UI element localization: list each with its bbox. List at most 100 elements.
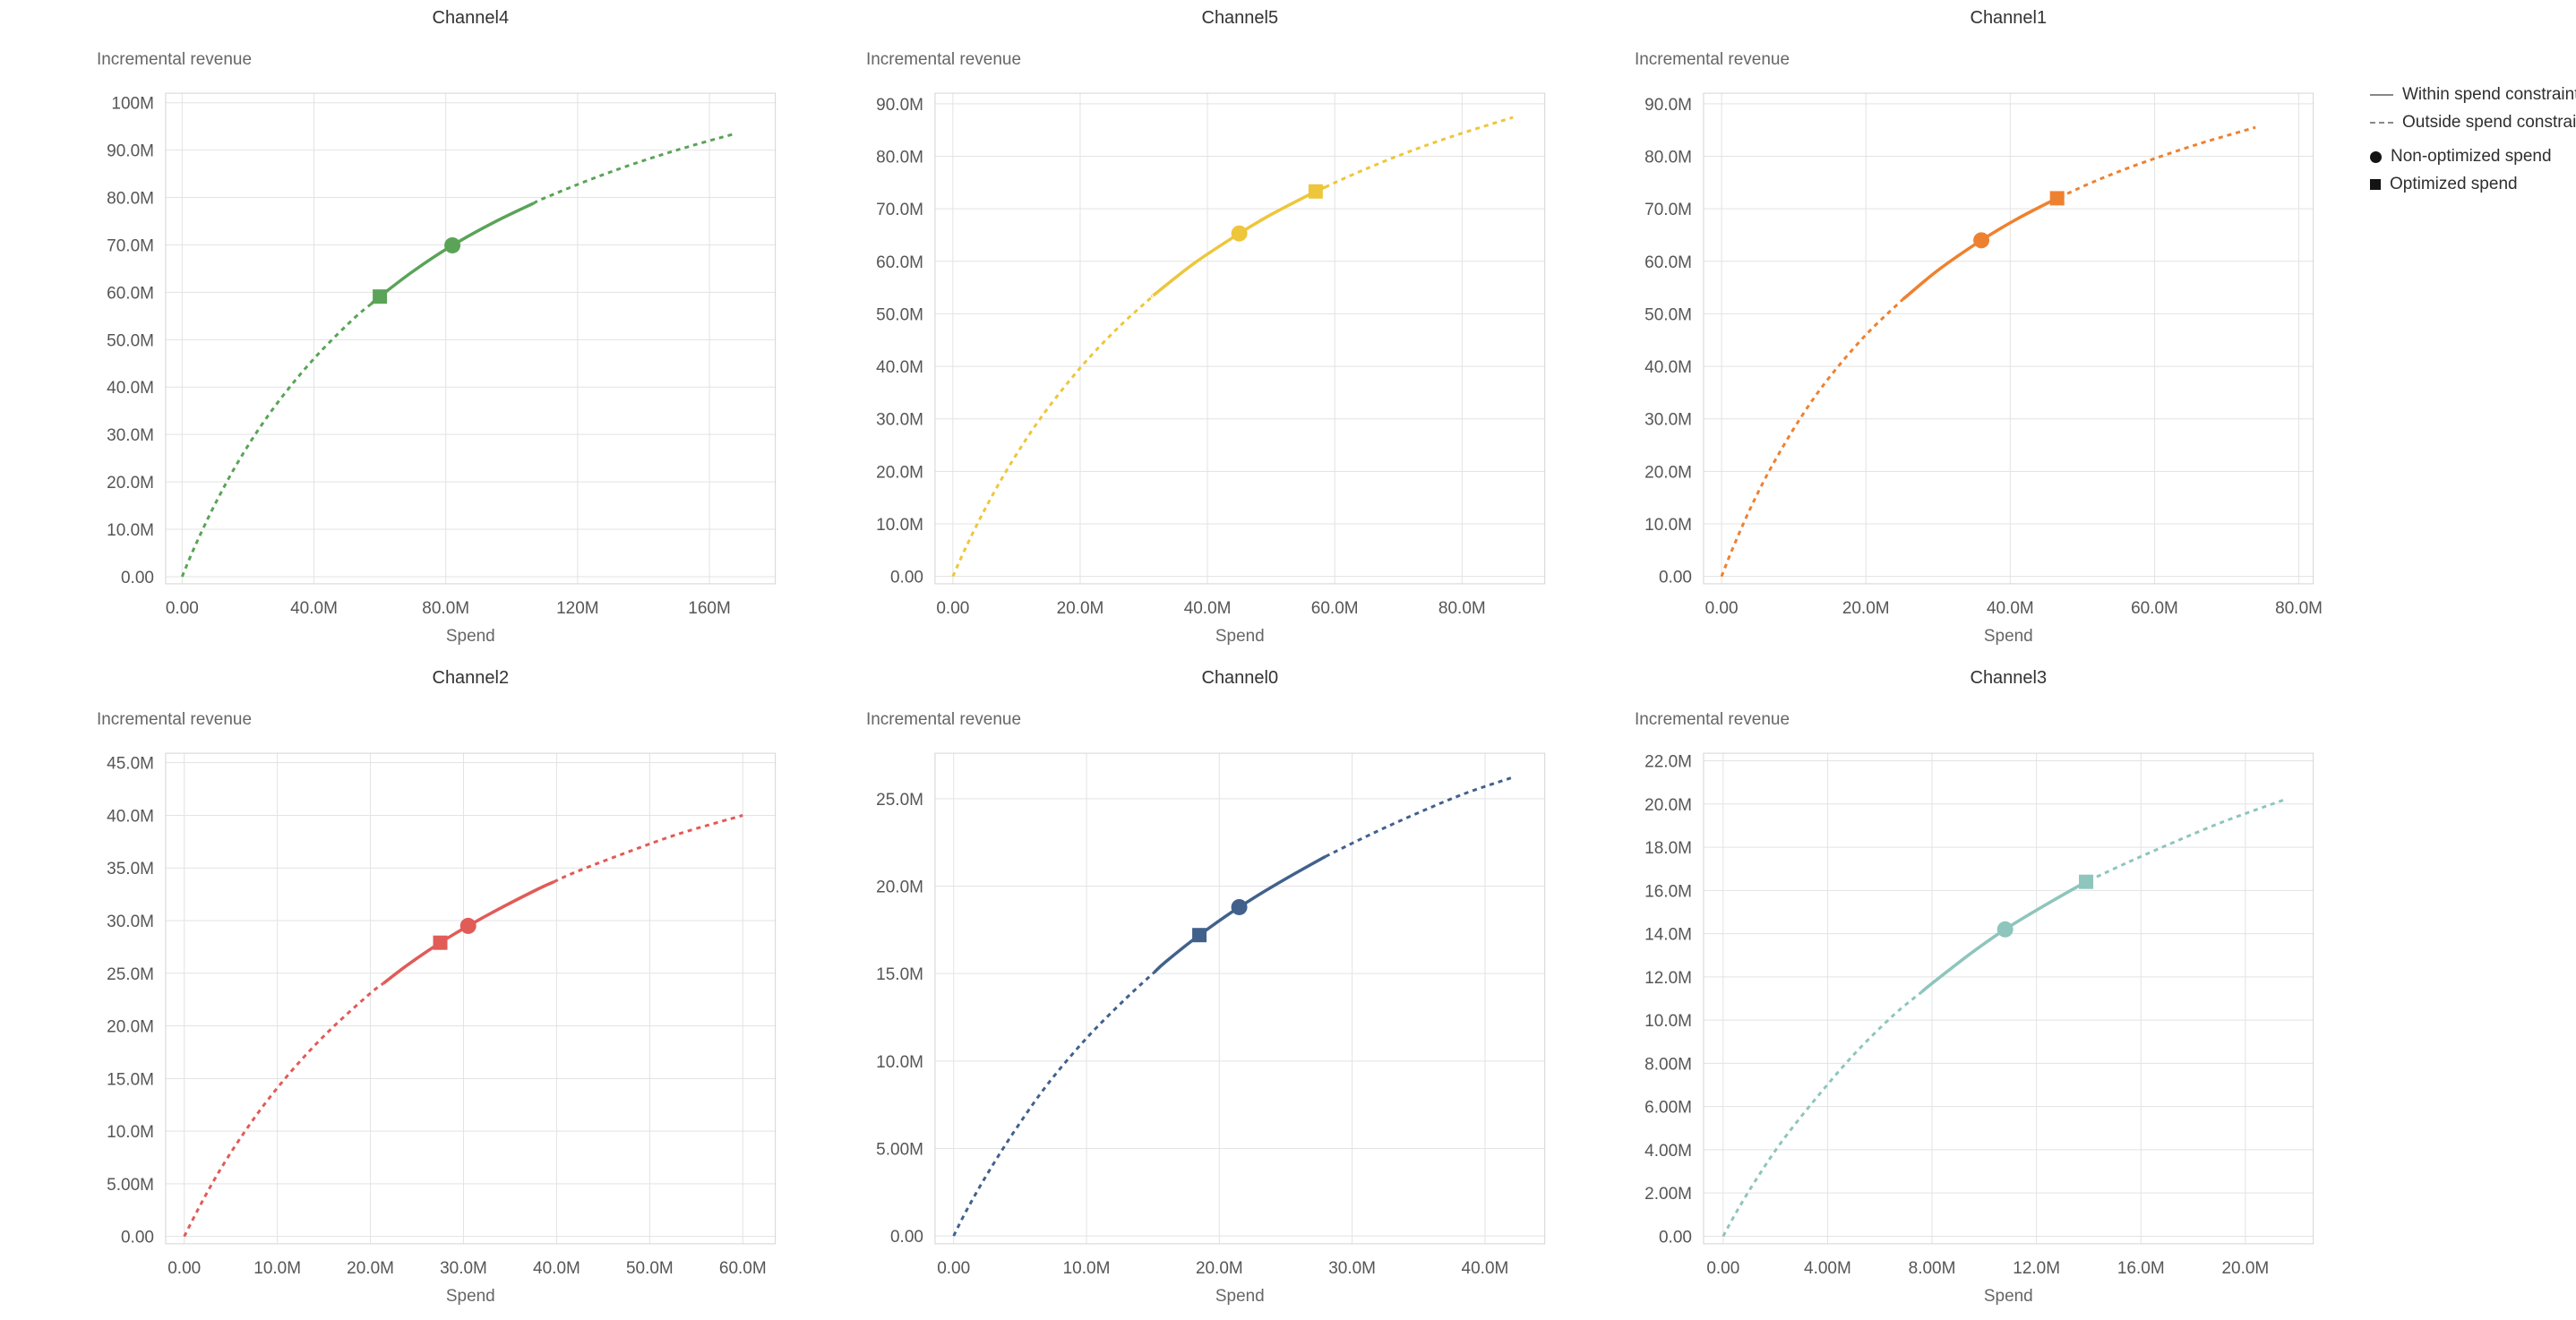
- optimized-spend-marker: [2050, 191, 2065, 206]
- svg-text:70.0M: 70.0M: [1645, 201, 1693, 219]
- svg-text:10.0M: 10.0M: [1062, 1259, 1110, 1278]
- curve-outside-constraint: [180, 303, 373, 578]
- curve-outside-constraint: [951, 295, 1155, 578]
- svg-text:20.0M: 20.0M: [1056, 599, 1103, 618]
- svg-text:0.00: 0.00: [1705, 599, 1739, 618]
- chart-channel1: 0.00 10.0M 20.0M 30.0M 40.0M 50.0M 60.0M 70.0M 8…: [1565, 0, 2334, 660]
- svg-text:18.0M: 18.0M: [1645, 839, 1693, 858]
- svg-text:80.0M: 80.0M: [1645, 148, 1693, 167]
- svg-text:0.00: 0.00: [1659, 1228, 1692, 1247]
- non-optimized-spend-marker: [1973, 232, 1990, 249]
- gridlines: [165, 753, 776, 1244]
- svg-text:20.0M: 20.0M: [2222, 1259, 2270, 1278]
- optimized-spend-marker: [373, 289, 388, 304]
- svg-text:15.0M: 15.0M: [876, 965, 923, 984]
- svg-text:0.00: 0.00: [937, 1259, 970, 1278]
- svg-text:12.0M: 12.0M: [1645, 969, 1693, 988]
- x-axis-ticks: 0.00 20.0M 40.0M 60.0M 80.0M: [1705, 599, 2323, 618]
- legend-item-optimized: Optimized spend: [2370, 175, 2576, 194]
- y-axis-title: Incremental revenue: [1635, 50, 1790, 69]
- svg-text:16.0M: 16.0M: [2117, 1259, 2165, 1278]
- chart-title: Channel5: [1201, 8, 1278, 28]
- curve-outside-constraint: [1720, 296, 1907, 578]
- svg-text:10.0M: 10.0M: [1645, 516, 1693, 535]
- svg-text:2.00M: 2.00M: [1645, 1185, 1693, 1204]
- svg-text:80.0M: 80.0M: [2276, 599, 2323, 618]
- optimized-spend-marker: [433, 935, 448, 950]
- x-axis-title: Spend: [1215, 627, 1265, 646]
- plot-border: [1703, 92, 2314, 585]
- svg-text:40.0M: 40.0M: [1987, 599, 2034, 618]
- svg-text:120M: 120M: [556, 599, 599, 618]
- svg-text:20.0M: 20.0M: [107, 474, 154, 493]
- svg-text:60.0M: 60.0M: [1310, 599, 1358, 618]
- chart-channel3: 0.00 2.00M 4.00M 6.00M 8.00M 10.0M 12.0M 14.0M 1…: [1565, 660, 2334, 1320]
- svg-text:160M: 160M: [688, 599, 731, 618]
- non-optimized-spend-marker: [459, 917, 477, 934]
- curve-within-constraint: [370, 201, 535, 305]
- svg-text:80.0M: 80.0M: [1438, 599, 1486, 618]
- legend-item-outside-constraint: Outside spend constraint: [2370, 113, 2576, 133]
- svg-text:6.00M: 6.00M: [1645, 1099, 1693, 1118]
- chart-channel4: 0.00 10.0M 20.0M 30.0M 40.0M 50.0M 60.0M 70.0M 8…: [27, 0, 796, 660]
- svg-text:80.0M: 80.0M: [422, 599, 469, 618]
- chart-canvas: 0.00 10.0M 20.0M 30.0M 40.0M 50.0M 60.0M 70.0M 8…: [97, 8, 777, 646]
- svg-text:60.0M: 60.0M: [107, 284, 154, 303]
- square-marker-swatch: [2370, 179, 2381, 190]
- legend-label-non-optimized: Non-optimized spend: [2391, 147, 2552, 166]
- y-axis-title: Incremental revenue: [97, 710, 252, 729]
- svg-text:10.0M: 10.0M: [253, 1259, 301, 1278]
- x-axis-title: Spend: [1215, 1287, 1265, 1306]
- curve-outside-constraint: [1722, 990, 1923, 1238]
- svg-text:30.0M: 30.0M: [1328, 1259, 1376, 1278]
- legend-label-optimized: Optimized spend: [2390, 175, 2518, 193]
- svg-text:80.0M: 80.0M: [107, 190, 154, 209]
- circle-marker-swatch: [2370, 150, 2382, 163]
- legend-item-within-constraint: Within spend constraint: [2370, 85, 2576, 105]
- y-axis-ticks: 0.00 10.0M 20.0M 30.0M 40.0M 50.0M 60.0M 70.0M 8…: [876, 96, 923, 587]
- svg-text:20.0M: 20.0M: [107, 1018, 154, 1037]
- svg-text:40.0M: 40.0M: [1461, 1259, 1508, 1278]
- x-axis-ticks: 0.00 20.0M 40.0M 60.0M 80.0M: [936, 599, 1485, 618]
- svg-text:15.0M: 15.0M: [107, 1070, 154, 1089]
- svg-text:0.00: 0.00: [1659, 569, 1692, 587]
- svg-text:35.0M: 35.0M: [107, 860, 154, 879]
- non-optimized-spend-marker: [1996, 921, 2014, 938]
- svg-text:60.0M: 60.0M: [2131, 599, 2178, 618]
- plot-border: [934, 752, 1545, 1245]
- chart-canvas: 0.00 10.0M 20.0M 30.0M 40.0M 50.0M 60.0M 70.0M 8…: [1635, 8, 2323, 646]
- chart-channel0: 0.00 5.00M 10.0M 15.0M 20.0M 25.0M 0.00 10.0M 20…: [796, 660, 1566, 1320]
- non-optimized-spend-marker: [444, 237, 461, 253]
- y-axis-ticks: 0.00 5.00M 10.0M 15.0M 20.0M 25.0M 30.0M 35.0M 4…: [107, 755, 154, 1247]
- y-axis-ticks: 0.00 2.00M 4.00M 6.00M 8.00M 10.0M 12.0M 14.0M 1…: [1645, 753, 1693, 1247]
- svg-text:60.0M: 60.0M: [1645, 253, 1693, 272]
- legend-label-outside-constraint: Outside spend constraint: [2402, 113, 2576, 132]
- y-axis-title: Incremental revenue: [1635, 710, 1790, 729]
- svg-text:30.0M: 30.0M: [107, 913, 154, 931]
- svg-text:0.00: 0.00: [166, 599, 199, 618]
- curve-outside-constraint: [2058, 125, 2256, 199]
- chart-canvas: 0.00 2.00M 4.00M 6.00M 8.00M 10.0M 12.0M 14.0M 1…: [1635, 668, 2314, 1306]
- gridlines: [165, 93, 776, 584]
- curve-outside-constraint: [183, 981, 385, 1238]
- solid-line-swatch: [2370, 94, 2393, 96]
- svg-text:30.0M: 30.0M: [876, 411, 923, 430]
- plot-border: [165, 752, 777, 1245]
- svg-text:22.0M: 22.0M: [1645, 753, 1693, 772]
- x-axis-ticks: 0.00 10.0M 20.0M 30.0M 40.0M 50.0M 60.0M: [167, 1259, 766, 1278]
- svg-text:30.0M: 30.0M: [107, 426, 154, 445]
- x-axis-title: Spend: [1984, 627, 2033, 646]
- chart-channel5: 0.00 10.0M 20.0M 30.0M 40.0M 50.0M 60.0M 70.0M 8…: [796, 0, 1566, 660]
- svg-text:10.0M: 10.0M: [876, 1053, 923, 1072]
- x-axis-title: Spend: [1984, 1287, 2033, 1306]
- svg-text:8.00M: 8.00M: [1645, 1055, 1693, 1074]
- curve-within-constraint: [1150, 185, 1326, 298]
- x-axis-title: Spend: [446, 627, 495, 646]
- svg-text:5.00M: 5.00M: [107, 1176, 154, 1195]
- x-axis-ticks: 0.00 4.00M 8.00M 12.0M 16.0M 20.0M: [1707, 1259, 2270, 1278]
- chart-title: Channel4: [433, 8, 510, 28]
- plot-border: [934, 92, 1545, 585]
- svg-text:40.0M: 40.0M: [107, 807, 154, 826]
- svg-text:50.0M: 50.0M: [626, 1259, 674, 1278]
- svg-text:30.0M: 30.0M: [1645, 411, 1693, 430]
